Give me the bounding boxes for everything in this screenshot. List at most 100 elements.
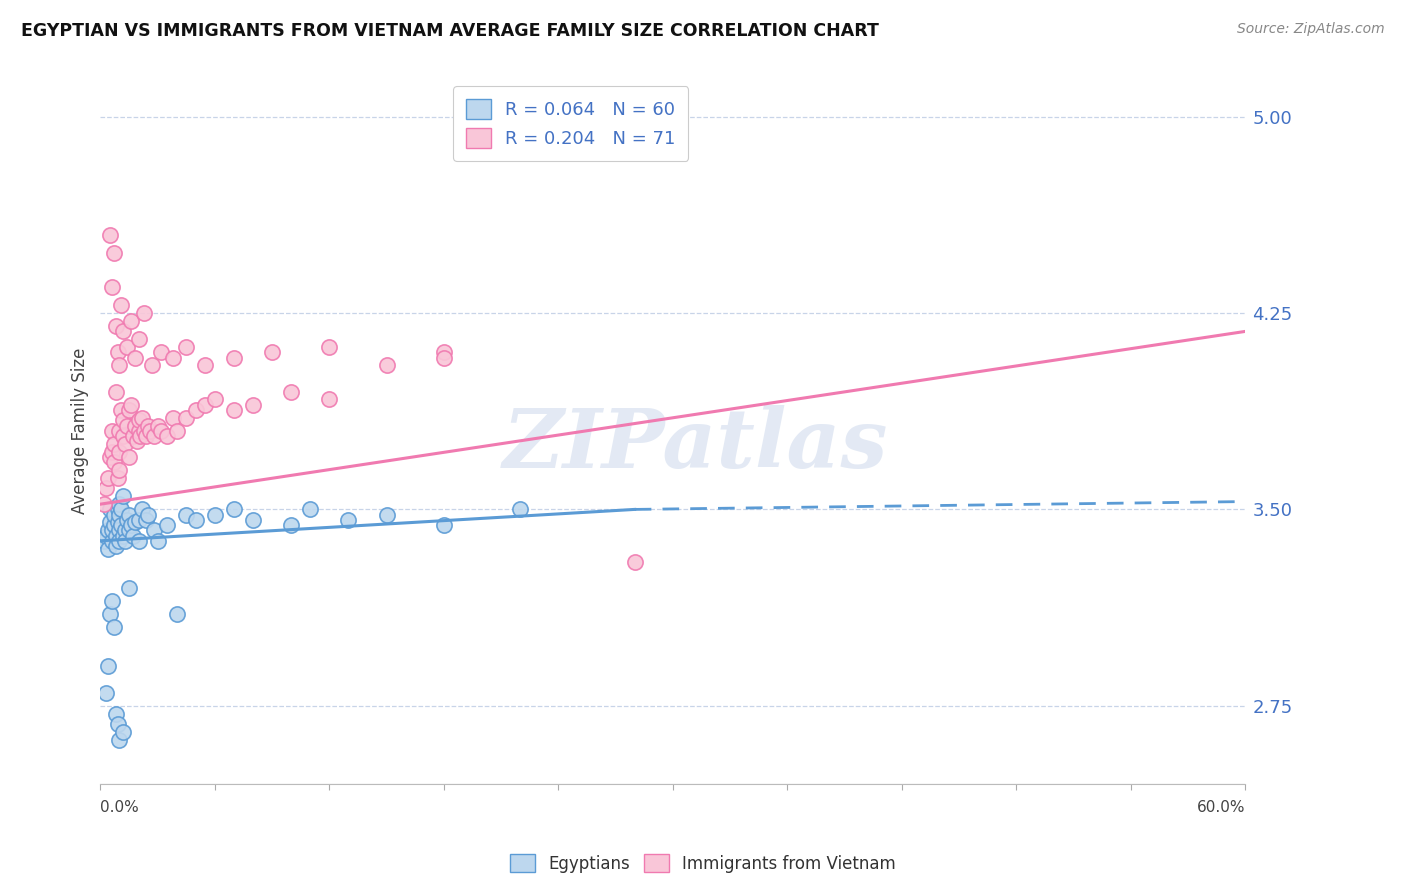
Point: [103, 518, 125, 533]
Point: [124, 351, 146, 365]
Point: [142, 524, 165, 538]
Text: EGYPTIAN VS IMMIGRANTS FROM VIETNAM AVERAGE FAMILY SIZE CORRELATION CHART: EGYPTIAN VS IMMIGRANTS FROM VIETNAM AVER…: [21, 22, 879, 40]
Point: [318, 340, 340, 354]
Point: [375, 508, 398, 522]
Point: [101, 280, 124, 294]
Point: [120, 398, 142, 412]
Point: [121, 528, 143, 542]
Point: [104, 528, 127, 542]
Point: [136, 508, 159, 522]
Point: [107, 717, 129, 731]
Point: [97, 471, 120, 485]
Point: [112, 725, 135, 739]
Point: [112, 429, 135, 443]
Legend: Egyptians, Immigrants from Vietnam: Egyptians, Immigrants from Vietnam: [503, 847, 903, 880]
Point: [337, 513, 360, 527]
Text: 60.0%: 60.0%: [1197, 800, 1246, 815]
Point: [112, 413, 135, 427]
Point: [114, 533, 136, 548]
Point: [128, 533, 150, 548]
Point: [104, 319, 127, 334]
Point: [135, 513, 157, 527]
Point: [131, 410, 153, 425]
Point: [104, 384, 127, 399]
Point: [112, 528, 135, 542]
Point: [107, 516, 129, 530]
Point: [184, 403, 207, 417]
Point: [112, 325, 135, 339]
Point: [101, 594, 124, 608]
Point: [103, 245, 125, 260]
Point: [103, 620, 125, 634]
Point: [110, 403, 132, 417]
Point: [150, 345, 173, 359]
Point: [242, 513, 264, 527]
Point: [156, 429, 179, 443]
Legend: R = 0.064   N = 60, R = 0.204   N = 71: R = 0.064 N = 60, R = 0.204 N = 71: [453, 87, 689, 161]
Point: [433, 518, 456, 533]
Point: [134, 424, 156, 438]
Point: [146, 418, 169, 433]
Point: [93, 533, 115, 548]
Point: [299, 502, 322, 516]
Point: [124, 516, 146, 530]
Point: [174, 340, 197, 354]
Point: [110, 502, 132, 516]
Point: [118, 403, 141, 417]
Point: [141, 359, 163, 373]
Point: [156, 518, 179, 533]
Point: [623, 555, 645, 569]
Point: [146, 533, 169, 548]
Point: [280, 518, 302, 533]
Point: [194, 359, 217, 373]
Point: [118, 508, 141, 522]
Point: [128, 413, 150, 427]
Point: [98, 502, 121, 516]
Point: [94, 528, 117, 542]
Point: [318, 392, 340, 407]
Text: Source: ZipAtlas.com: Source: ZipAtlas.com: [1237, 22, 1385, 37]
Point: [125, 434, 148, 449]
Point: [139, 424, 162, 438]
Point: [114, 437, 136, 451]
Point: [222, 502, 245, 516]
Point: [110, 518, 132, 533]
Point: [114, 524, 136, 538]
Point: [174, 508, 197, 522]
Point: [107, 502, 129, 516]
Point: [103, 437, 125, 451]
Point: [375, 359, 398, 373]
Point: [94, 482, 117, 496]
Point: [204, 392, 226, 407]
Point: [134, 306, 156, 320]
Point: [121, 429, 143, 443]
Point: [184, 513, 207, 527]
Point: [280, 384, 302, 399]
Point: [222, 403, 245, 417]
Point: [115, 340, 138, 354]
Point: [174, 410, 197, 425]
Point: [166, 424, 188, 438]
Point: [509, 502, 531, 516]
Point: [108, 424, 131, 438]
Point: [107, 345, 129, 359]
Point: [136, 418, 159, 433]
Point: [108, 497, 131, 511]
Point: [112, 489, 135, 503]
Point: [120, 518, 142, 533]
Point: [98, 450, 121, 464]
Point: [115, 513, 138, 527]
Point: [104, 539, 127, 553]
Point: [433, 351, 456, 365]
Text: ZIPatlas: ZIPatlas: [503, 405, 889, 485]
Point: [242, 398, 264, 412]
Point: [128, 332, 150, 346]
Point: [108, 533, 131, 548]
Point: [150, 424, 173, 438]
Point: [108, 732, 131, 747]
Point: [107, 471, 129, 485]
Point: [128, 513, 150, 527]
Point: [108, 463, 131, 477]
Point: [101, 445, 124, 459]
Point: [101, 424, 124, 438]
